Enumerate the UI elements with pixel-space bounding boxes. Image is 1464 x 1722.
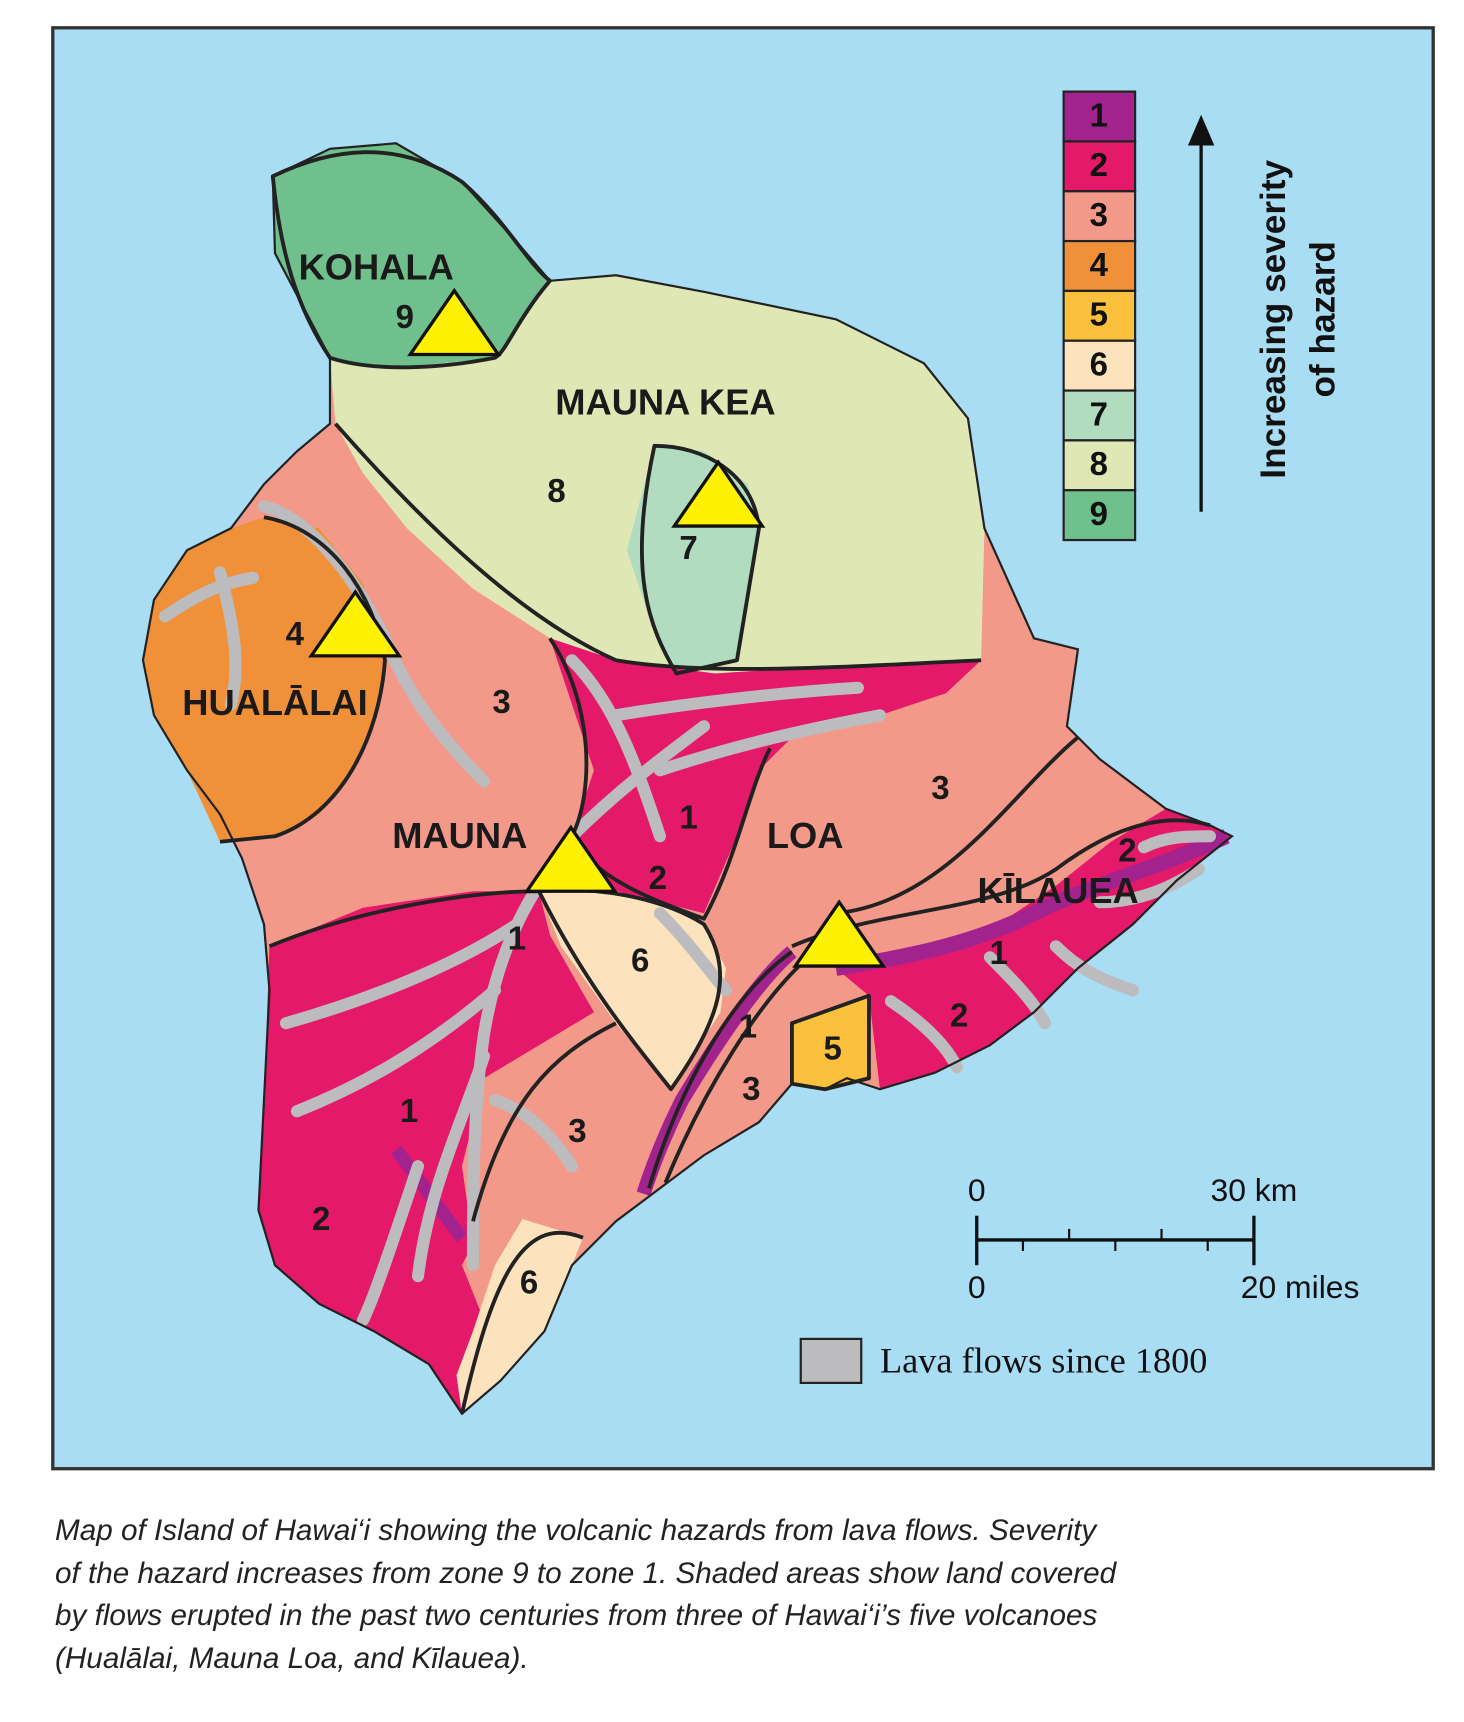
legend-swatch	[1062, 389, 1137, 442]
scale-label: 30 km	[1211, 1172, 1298, 1208]
scale-label: 0	[968, 1269, 986, 1305]
zone-label: 6	[520, 1264, 538, 1301]
volcano-summit	[308, 589, 403, 658]
legend-label: 7	[1090, 395, 1108, 432]
zone-label: 4	[286, 615, 305, 652]
legend-label: 3	[1090, 196, 1108, 233]
legend-label: 4	[1090, 246, 1109, 283]
legend-label: 6	[1090, 345, 1108, 382]
hazard-legend: 1 2 3 4 5 6 7 8 9	[1062, 90, 1137, 542]
scale-bar	[975, 1215, 1256, 1266]
volcano-name: MAUNA KEA	[555, 382, 775, 423]
scale-label: 20 miles	[1241, 1269, 1360, 1305]
caption-line: Map of Island of Hawai‘i showing the vol…	[55, 1514, 1098, 1547]
zone-label: 7	[679, 529, 697, 566]
volcano-summit	[792, 899, 887, 968]
legend-label: 1	[1090, 96, 1108, 133]
zone-9-area	[272, 143, 550, 369]
legend-swatch	[1062, 239, 1137, 293]
zone-label: 2	[312, 1200, 330, 1237]
legend-label: 5	[1090, 296, 1108, 333]
arrow-label: of hazard	[1304, 241, 1343, 397]
volcano-summit	[671, 459, 766, 528]
caption-line: of the hazard increases from zone 9 to z…	[55, 1557, 1118, 1590]
zone-label: 3	[931, 769, 949, 806]
island-outline	[141, 142, 1234, 1416]
legend-swatch	[1062, 190, 1137, 243]
legend-label: 8	[1090, 445, 1108, 482]
zone-label: 1	[739, 1007, 757, 1044]
caption-line: by flows erupted in the past two centuri…	[55, 1599, 1097, 1632]
zone-label: 3	[492, 683, 510, 720]
zone-5-area	[791, 995, 869, 1090]
zone-label: 8	[547, 472, 565, 509]
zone-label: 1	[508, 919, 526, 956]
legend-swatch	[1062, 289, 1137, 342]
scale-label: 0	[968, 1172, 986, 1208]
lava-legend-label: Lava flows since 1800	[880, 1341, 1207, 1381]
severity-arrow-head	[1187, 114, 1215, 146]
zone-label: 2	[950, 996, 968, 1033]
zone-label: 1	[990, 934, 1008, 971]
volcano-name: HUALĀLAI	[182, 682, 367, 723]
zone-label: 9	[396, 298, 414, 335]
caption-line: (Hualālai, Mauna Loa, and Kīlauea).	[55, 1642, 529, 1675]
zone-6-area	[456, 1219, 583, 1414]
zone-label: 5	[823, 1029, 841, 1066]
volcano-name: LOA	[767, 815, 844, 856]
volcano-summit	[523, 824, 619, 893]
volcano-name: MAUNA	[392, 815, 527, 856]
zone-label: 2	[1118, 831, 1136, 868]
legend-swatch	[1062, 439, 1137, 492]
legend-swatch	[1062, 489, 1137, 542]
zone-label: 3	[742, 1070, 760, 1107]
zone-label: 1	[679, 798, 697, 835]
legend-label: 9	[1090, 495, 1108, 532]
zone-1-area	[834, 829, 1230, 976]
legend-swatch	[1062, 140, 1137, 193]
zone-label: 1	[400, 1092, 418, 1129]
zone-label: 6	[631, 941, 649, 978]
volcano-name: KĪLAUEA	[978, 870, 1139, 911]
arrow-label: Increasing severity	[1254, 159, 1293, 478]
legend-swatch	[1062, 90, 1137, 143]
zone-label: 2	[649, 859, 667, 896]
zone-2-area	[258, 891, 594, 1414]
legend-label: 2	[1090, 146, 1108, 183]
zone-label: 3	[568, 1112, 586, 1149]
zone-1-area	[390, 1145, 468, 1242]
volcano-name: KOHALA	[299, 246, 454, 287]
lava-legend-swatch	[799, 1337, 863, 1385]
zone-boundaries	[219, 150, 1211, 1415]
volcano-summit	[407, 287, 502, 357]
